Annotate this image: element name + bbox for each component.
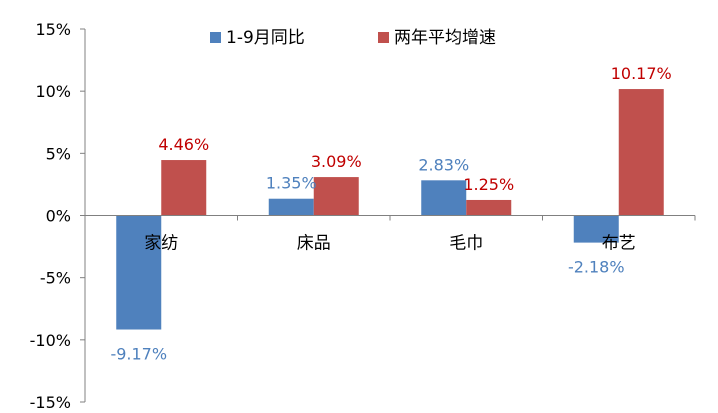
category-label: 家纺 (144, 234, 178, 254)
category-label: 床品 (297, 234, 331, 254)
x-axis (84, 215, 696, 221)
category-label: 毛巾 (449, 234, 483, 254)
legend: 1-9月同比 两年平均增速 (210, 28, 496, 48)
data-label: 1.35% (266, 174, 317, 193)
category-labels: 家纺 床品 毛巾 布艺 (144, 234, 636, 254)
category-label: 布艺 (602, 234, 636, 254)
bar-two-year-avg-3 (618, 89, 664, 216)
bar-yoy-0 (116, 215, 162, 330)
y-tick-label: -10% (30, 331, 71, 350)
data-labels: -9.17% 1.35% 2.83% -2.18% 4.46% 3.09% 1.25% 10.… (110, 64, 671, 363)
data-label: 10.17% (611, 64, 672, 83)
data-label: 1.25% (463, 175, 514, 194)
data-label: 4.46% (158, 135, 209, 154)
y-tick-label: 15% (35, 20, 71, 39)
data-label: -2.18% (568, 258, 625, 277)
y-axis: 15% 10% 5% 0% -5% -10% -15% (30, 20, 86, 412)
data-label: 2.83% (418, 155, 469, 174)
bar-two-year-avg-2 (466, 199, 512, 216)
data-label: -9.17% (110, 345, 167, 364)
y-tick-label: 0% (46, 207, 71, 226)
legend-swatch (210, 32, 221, 43)
bars (116, 89, 664, 330)
y-tick-label: 10% (35, 82, 71, 101)
bar-yoy-2 (421, 180, 467, 216)
y-tick-label: -5% (40, 269, 71, 288)
bar-two-year-avg-1 (313, 177, 359, 216)
bar-yoy-1 (268, 198, 314, 216)
legend-label: 两年平均增速 (394, 28, 496, 48)
data-label: 3.09% (311, 152, 362, 171)
y-tick-label: -15% (30, 393, 71, 412)
bar-two-year-avg-0 (161, 160, 207, 216)
legend-label: 1-9月同比 (226, 28, 305, 48)
bar-yoy-3 (573, 215, 619, 243)
legend-swatch (378, 32, 389, 43)
y-tick-label: 5% (46, 144, 71, 163)
